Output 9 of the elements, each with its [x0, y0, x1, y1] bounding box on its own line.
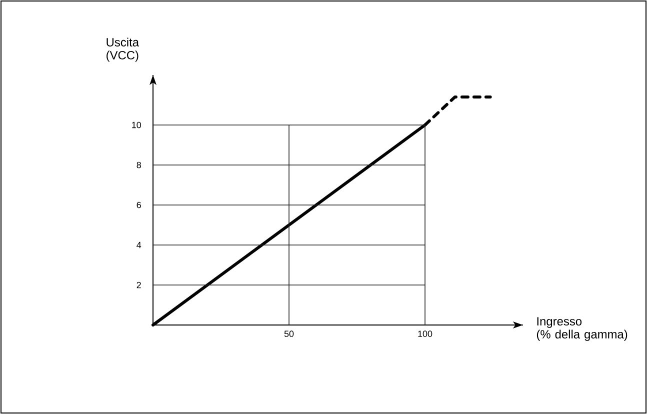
y-axis-title: Uscita (VCC): [106, 38, 140, 62]
x-tick-label: 100: [418, 330, 432, 337]
x-tick-label: 50: [284, 330, 294, 337]
y-tick-label: 2: [136, 282, 141, 288]
y-tick-label: 4: [136, 242, 142, 248]
y-tick-label: 8: [136, 162, 141, 168]
y-tick-label: 10: [132, 122, 142, 128]
y-tick-label: 6: [136, 202, 141, 208]
x-axis-title: Ingresso (% della gamma): [536, 317, 628, 341]
